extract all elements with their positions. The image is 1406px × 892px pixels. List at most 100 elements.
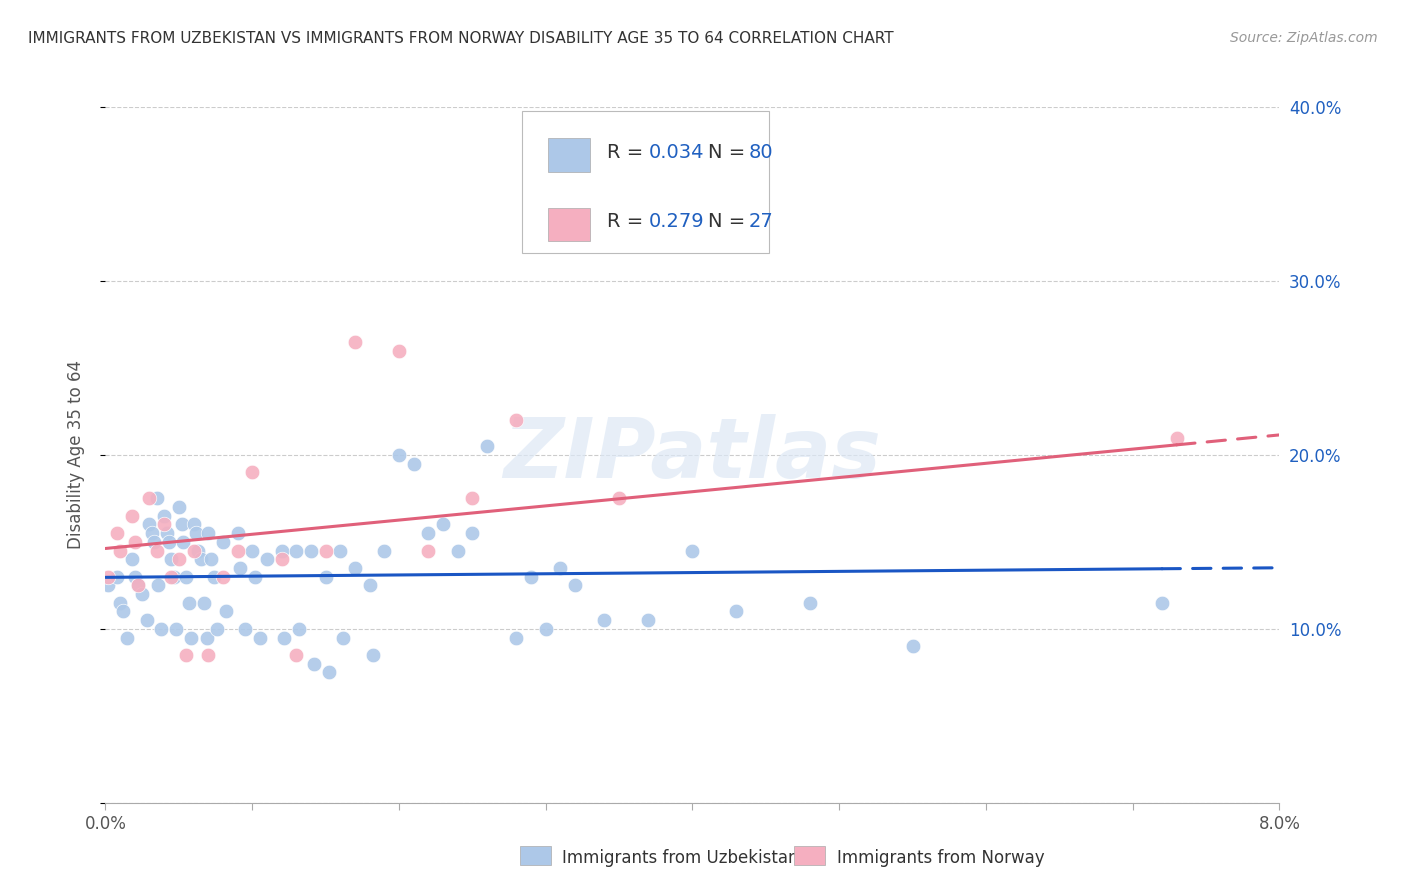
Point [534,622,557,636]
Point [226,543,249,558]
Point [197,526,219,541]
Point [142,534,165,549]
Point [160,552,183,566]
Text: R =: R = [607,212,650,231]
Point [211,570,233,584]
Text: 0.034: 0.034 [650,143,704,161]
Point [160,570,183,584]
Point [131,587,153,601]
Text: Immigrants from Uzbekistan: Immigrants from Uzbekistan [562,849,799,867]
Point [273,631,295,645]
Point [141,526,163,541]
Text: N =: N = [707,143,751,161]
Point [150,622,173,636]
Point [315,543,337,558]
Point [302,657,325,671]
Point [285,543,308,558]
Point [243,570,266,584]
Point [388,448,411,462]
Point [180,631,202,645]
Point [361,648,384,662]
Point [138,517,160,532]
Point [240,543,263,558]
Point [170,517,193,532]
Point [299,543,322,558]
Text: R =: R = [607,143,650,161]
Point [388,343,411,358]
Point [343,561,366,575]
Point [550,561,572,575]
Point [97,578,120,592]
Point [607,491,630,506]
Point [418,543,440,558]
Point [105,526,128,541]
Point [682,543,704,558]
Text: N =: N = [707,212,751,231]
Point [226,526,249,541]
Point [447,543,470,558]
Text: IMMIGRANTS FROM UZBEKISTAN VS IMMIGRANTS FROM NORWAY DISABILITY AGE 35 TO 64 COR: IMMIGRANTS FROM UZBEKISTAN VS IMMIGRANTS… [28,31,894,46]
Point [124,570,146,584]
Point [418,526,440,541]
Point [270,552,292,566]
Y-axis label: Disability Age 35 to 64: Disability Age 35 to 64 [66,360,84,549]
Point [329,543,352,558]
Point [359,578,381,592]
Point [197,648,219,662]
Point [1150,596,1173,610]
Point [285,648,308,662]
Point [186,526,208,541]
Text: Immigrants from Norway: Immigrants from Norway [837,849,1045,867]
Point [318,665,340,680]
Text: 0.279: 0.279 [650,212,704,231]
Point [799,596,821,610]
Point [725,605,748,619]
Point [174,648,197,662]
Point [233,622,256,636]
Point [256,552,278,566]
Point [121,508,143,523]
Point [461,526,484,541]
Point [112,605,135,619]
Point [156,526,179,541]
Point [190,552,212,566]
Text: Source: ZipAtlas.com: Source: ZipAtlas.com [1230,31,1378,45]
Point [520,570,543,584]
Point [432,517,454,532]
Point [240,466,263,480]
Point [148,578,170,592]
Point [402,457,425,471]
Point [135,613,157,627]
Point [332,631,354,645]
Point [183,517,205,532]
Point [127,578,149,592]
Point [343,334,366,349]
Point [205,622,228,636]
Point [174,570,197,584]
Point [229,561,252,575]
Point [177,596,200,610]
Point [564,578,586,592]
Point [195,631,218,645]
Point [153,508,176,523]
Point [288,622,311,636]
Point [165,622,187,636]
Point [373,543,395,558]
Point [187,543,209,558]
Point [124,534,146,549]
Point [505,631,527,645]
Point [105,570,128,584]
Point [505,413,527,427]
Point [315,570,337,584]
Point [461,491,484,506]
Point [153,517,176,532]
Point [117,631,139,645]
Point [249,631,271,645]
Point [593,613,616,627]
Point [901,639,924,653]
Point [108,543,131,558]
Text: 27: 27 [749,212,773,231]
Point [167,500,190,514]
Point [157,534,180,549]
Point [270,543,292,558]
